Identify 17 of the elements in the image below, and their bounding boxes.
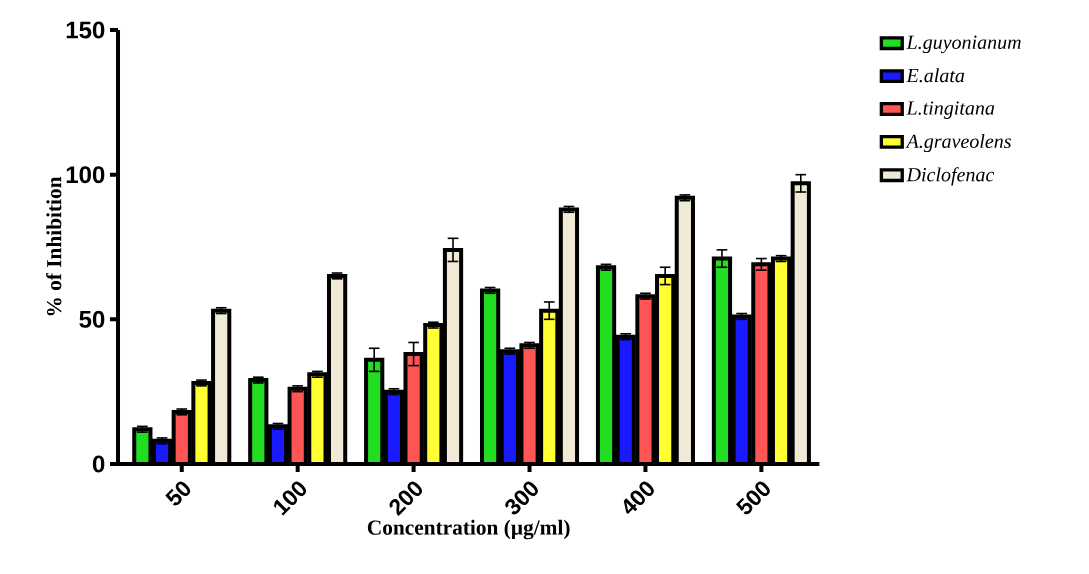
x-tick-label: 300 xyxy=(505,481,538,515)
x-tick-label: 500 xyxy=(735,481,770,515)
x-tick-label: 50 xyxy=(165,481,191,506)
legend-label: Diclofenac xyxy=(906,167,995,186)
y-tick-label: 100 xyxy=(66,166,105,184)
legend-label: L.tingitana xyxy=(906,101,995,119)
x-axis-title: Concentration (µg/ml) xyxy=(367,519,570,540)
y-tick-label: 150 xyxy=(66,21,105,39)
y-axis-title: % of Inhibition xyxy=(46,176,62,316)
y-tick-label: 50 xyxy=(79,310,105,328)
x-tick-label: 100 xyxy=(273,481,307,516)
x-tick-label: 400 xyxy=(623,481,654,515)
legend-label: A.graveolens xyxy=(905,133,1011,153)
x-tick-label: 200 xyxy=(389,481,422,517)
y-tick-label: 0 xyxy=(92,455,105,473)
legend-label: E.alata xyxy=(906,68,965,83)
legend-label: L.guyonianum xyxy=(906,35,1021,54)
